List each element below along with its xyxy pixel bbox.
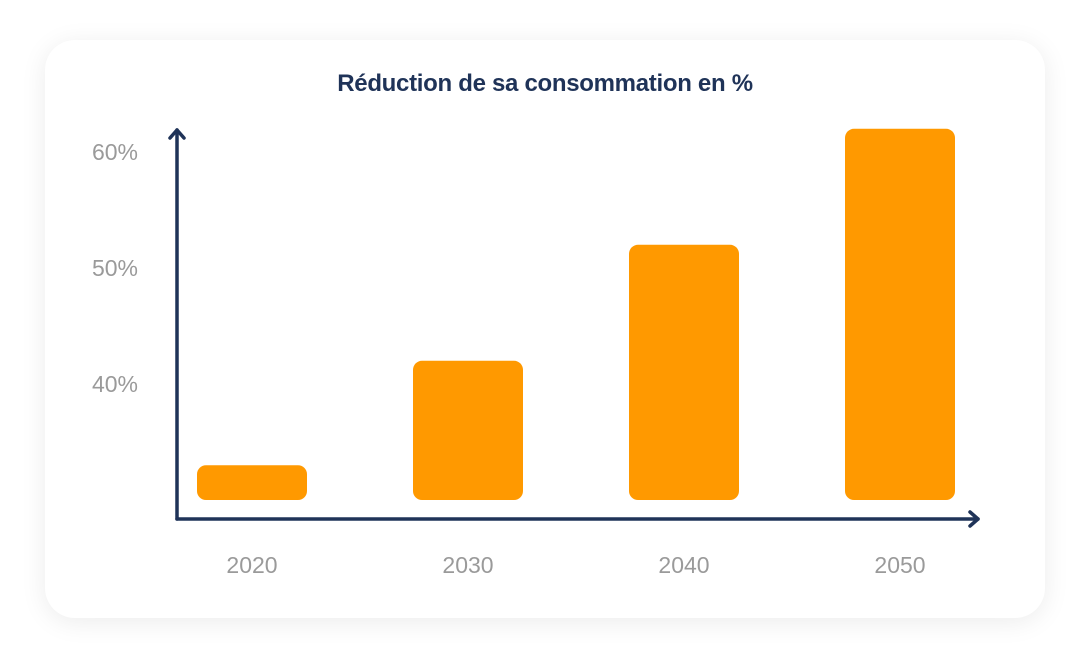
bar-2030 [413, 360, 523, 500]
x-tick-label: 2050 [874, 552, 925, 578]
chart-title: Réduction de sa consommation en % [337, 70, 753, 97]
x-tick-label: 2020 [226, 552, 277, 578]
bars-group [197, 128, 955, 501]
x-tick-label: 2040 [658, 552, 709, 578]
y-tick-label: 40% [92, 371, 138, 397]
y-axis-arrow-icon [168, 128, 186, 140]
bar-2050 [845, 128, 955, 501]
x-tick-labels: 2020 2030 2040 2050 [226, 552, 925, 578]
bar-2040 [629, 244, 739, 500]
x-axis-arrow-icon [968, 510, 980, 528]
x-tick-label: 2030 [442, 552, 493, 578]
y-tick-label: 60% [92, 139, 138, 165]
y-tick-label: 50% [92, 255, 138, 281]
bar-2020 [197, 465, 307, 500]
axes-group [168, 128, 980, 528]
y-tick-labels: 40% 50% 60% [92, 139, 138, 397]
